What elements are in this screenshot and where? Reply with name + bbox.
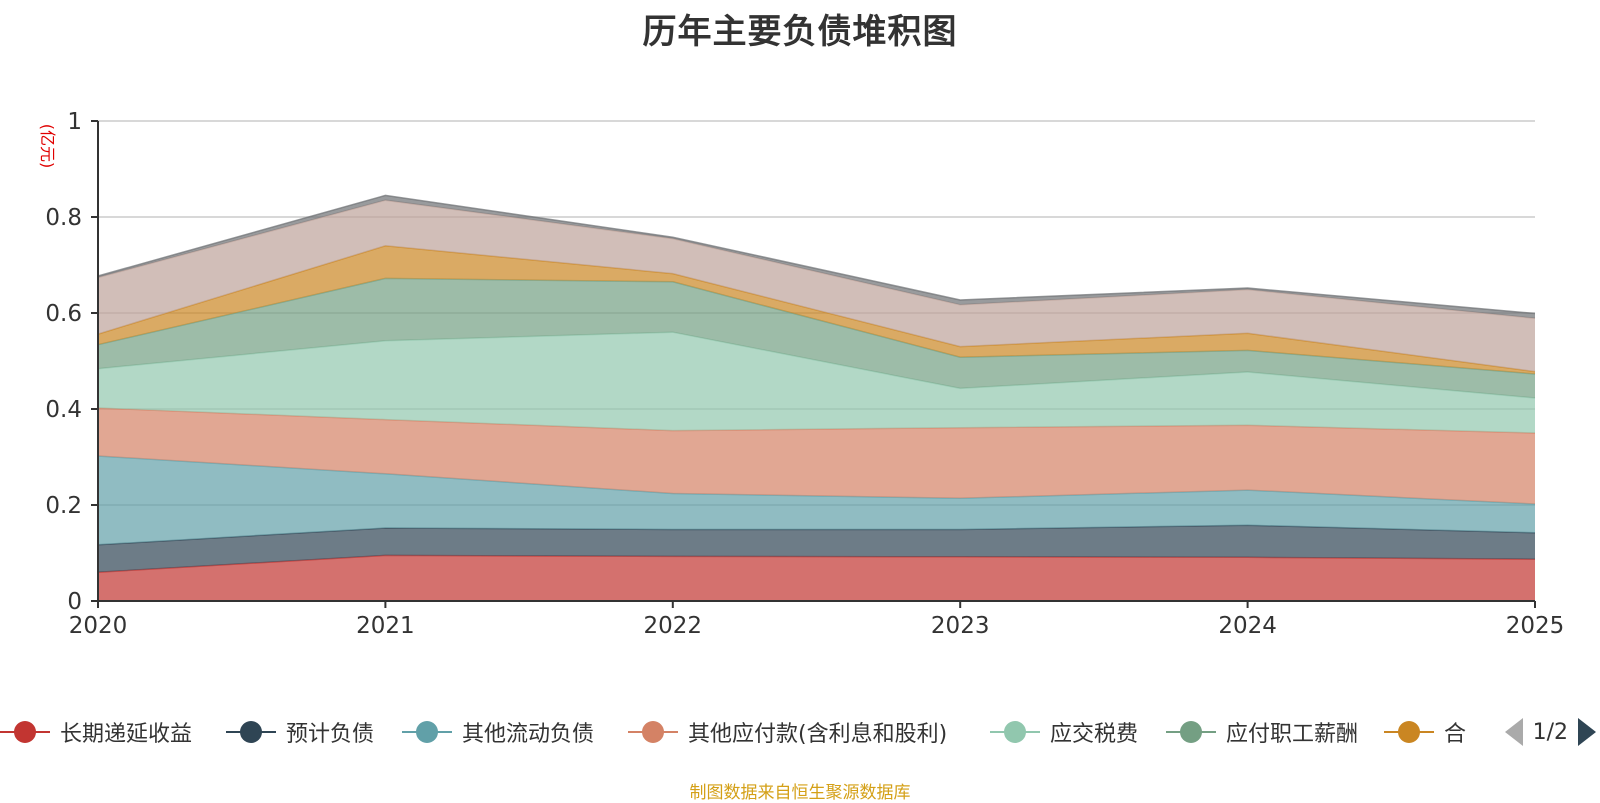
- legend-item[interactable]: 应付职工薪酬: [1166, 708, 1358, 756]
- legend-item-label: 其他应付款(含利息和股利): [688, 722, 948, 747]
- x-tick-label: 2022: [644, 613, 703, 639]
- y-tick-label: 0.8: [45, 205, 82, 231]
- legend-item-label: 预计负债: [286, 722, 375, 747]
- legend-page-indicator: 1/2: [1532, 719, 1568, 745]
- legend-item-label: 长期递延收益: [60, 722, 193, 747]
- legend-item-label: 其他流动负债: [462, 722, 595, 747]
- area-series-3: [98, 408, 1535, 504]
- x-tick-label: 2021: [356, 613, 415, 639]
- legend-item[interactable]: 应交税费: [990, 708, 1138, 756]
- legend-pager: 1/2: [1466, 708, 1600, 756]
- legend-item[interactable]: 其他应付款(含利息和股利): [628, 708, 947, 756]
- legend-marker-icon: [1384, 717, 1434, 747]
- legend-marker-icon: [990, 717, 1040, 747]
- x-tick-label: 2025: [1506, 613, 1565, 639]
- x-tick-label: 2020: [69, 613, 128, 639]
- y-axis-unit-label: (亿元): [38, 124, 57, 169]
- y-tick-label: 0.4: [45, 397, 82, 423]
- source-note: 制图数据来自恒生聚源数据库: [689, 783, 911, 803]
- area-series-2: [98, 456, 1535, 545]
- area-series-6: [98, 245, 1535, 374]
- legend-item[interactable]: 长期递延收益: [0, 708, 192, 756]
- legend: 长期递延收益预计负债其他流动负债其他应付款(含利息和股利)应交税费应付职工薪酬合…: [0, 708, 1600, 756]
- area-series-4: [98, 332, 1535, 433]
- x-tick-label: 2023: [931, 613, 990, 639]
- legend-item[interactable]: 其他流动负债: [402, 708, 594, 756]
- x-tick-label: 2024: [1218, 613, 1277, 639]
- area-series-0: [98, 555, 1535, 601]
- legend-marker-icon: [1166, 717, 1216, 747]
- area-line-8: [97, 194, 1536, 315]
- legend-next-page-button[interactable]: [1578, 718, 1596, 746]
- chart-plot: 0 0.2 0.4 0.6 0.8 1 2020 2021 2022 2023 2024 2025 (亿…: [38, 109, 1565, 639]
- chart-title: 历年主要负债堆积图: [642, 12, 958, 52]
- legend-item[interactable]: 预计负债: [226, 708, 374, 756]
- area-series-5: [98, 278, 1535, 398]
- legend-marker-icon: [226, 717, 276, 747]
- y-tick-label: 0.2: [45, 493, 82, 519]
- legend-marker-icon: [402, 717, 452, 747]
- legend-prev-page-button[interactable]: [1504, 718, 1523, 746]
- legend-item-label: 应付职工薪酬: [1226, 722, 1359, 747]
- y-tick-label: 1: [67, 109, 82, 135]
- area-series-1: [98, 525, 1535, 573]
- legend-marker-icon: [0, 717, 50, 747]
- area-series-7: [98, 200, 1535, 372]
- y-tick-label: 0.6: [45, 301, 82, 327]
- legend-marker-icon: [628, 717, 678, 747]
- legend-item-label: 应交税费: [1050, 722, 1139, 747]
- y-tick-label: 0: [67, 589, 82, 615]
